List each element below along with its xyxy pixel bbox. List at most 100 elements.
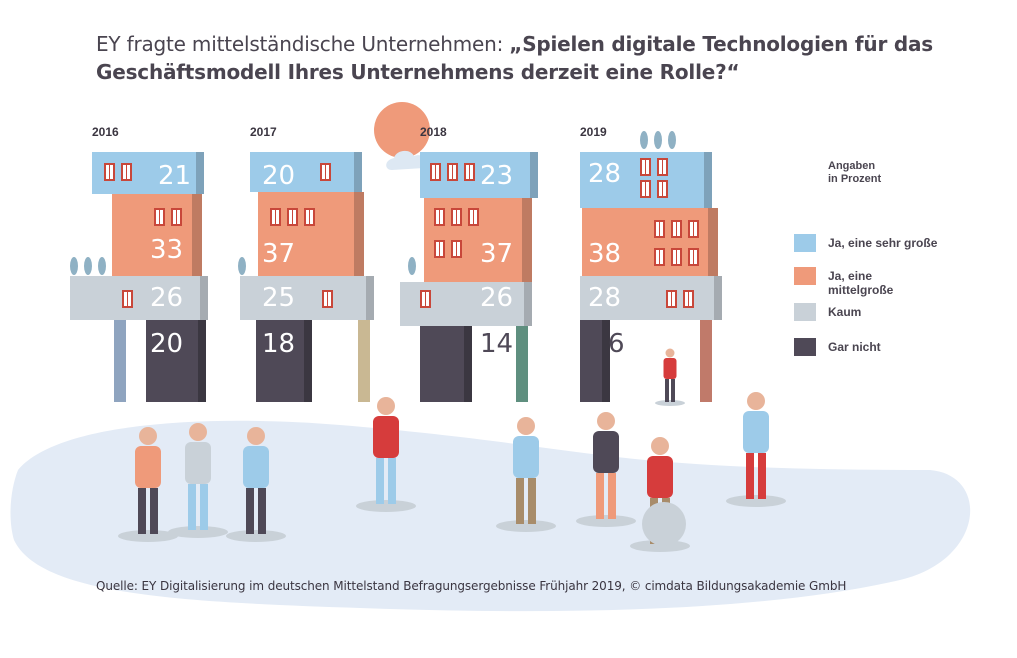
window-pane	[646, 182, 649, 196]
person-icon	[726, 392, 786, 507]
person-icon	[576, 412, 636, 527]
tree-icon	[238, 257, 246, 275]
building-2016: 2016 21 33 26 20	[70, 125, 208, 402]
leg	[150, 488, 158, 534]
window-icon	[270, 208, 281, 226]
window-icon	[657, 158, 668, 176]
window-pane	[659, 182, 662, 196]
window-icon	[447, 163, 458, 181]
window-pane	[470, 210, 473, 224]
window-icon	[688, 248, 699, 266]
window-pane	[694, 222, 697, 236]
window-pane	[324, 292, 327, 306]
building-2019: 2019 28 38 28 6	[580, 125, 722, 402]
person-icon	[226, 427, 286, 542]
leg	[258, 488, 266, 534]
window-pane	[659, 160, 662, 174]
head	[247, 427, 265, 445]
shadow	[226, 530, 286, 542]
shadow	[496, 520, 556, 532]
leg	[246, 488, 254, 534]
tree-icon	[84, 257, 92, 275]
window-pane	[422, 292, 425, 306]
bar-side	[354, 152, 362, 192]
head	[651, 437, 669, 455]
value-label-sehr_gross: 20	[262, 161, 295, 191]
year-label: 2019	[580, 125, 607, 139]
torso	[373, 416, 399, 458]
window-pane	[272, 210, 275, 224]
window-pane	[457, 210, 460, 224]
window-icon	[320, 163, 331, 181]
window-icon	[304, 208, 315, 226]
window-pane	[663, 160, 666, 174]
window-pane	[293, 210, 296, 224]
window-pane	[177, 210, 180, 224]
window-icon	[654, 248, 665, 266]
tree-icon	[640, 131, 648, 149]
cloud-icon	[386, 150, 427, 170]
legend-swatch	[794, 303, 816, 321]
leg	[200, 484, 208, 530]
window-pane	[668, 292, 671, 306]
head	[517, 417, 535, 435]
tree-icon	[408, 257, 416, 275]
window-icon	[451, 208, 462, 226]
head	[189, 423, 207, 441]
window-icon	[434, 208, 445, 226]
bar-gar-nicht	[580, 320, 602, 402]
window-icon	[154, 208, 165, 226]
window-pane	[660, 250, 663, 264]
window-pane	[470, 165, 473, 179]
value-label-kaum: 25	[262, 283, 295, 313]
legend-label: Ja, eine sehr große	[828, 236, 938, 250]
window-pane	[453, 165, 456, 179]
window-pane	[440, 242, 443, 256]
window-pane	[474, 210, 477, 224]
window-icon	[640, 158, 651, 176]
window-pane	[426, 292, 429, 306]
head	[665, 348, 675, 358]
bar-gar-nicht	[146, 320, 198, 402]
bar-side	[524, 282, 532, 326]
window-pane	[432, 165, 435, 179]
shadow	[356, 500, 416, 512]
head	[747, 392, 765, 410]
window-pane	[690, 222, 693, 236]
window-icon	[666, 290, 677, 308]
window-pane	[677, 250, 680, 264]
bar-kaum	[240, 276, 366, 320]
torso	[663, 358, 677, 379]
leg	[746, 453, 754, 499]
window-pane	[646, 160, 649, 174]
bar-side	[366, 276, 374, 320]
window-pane	[310, 210, 313, 224]
window-pane	[436, 165, 439, 179]
window-pane	[466, 165, 469, 179]
window-pane	[656, 222, 659, 236]
window-icon	[464, 163, 475, 181]
bar-side	[304, 320, 312, 402]
window-pane	[173, 210, 176, 224]
window-pane	[672, 292, 675, 306]
window-pane	[673, 250, 676, 264]
value-label-mittel: 38	[588, 239, 621, 269]
shadow	[118, 530, 178, 542]
person-icon	[496, 417, 556, 532]
leg	[758, 453, 766, 499]
window-icon	[430, 163, 441, 181]
window-icon	[434, 240, 445, 258]
value-label-gar_nicht: 6	[608, 329, 625, 359]
person-icon	[655, 348, 685, 406]
legend-swatch	[794, 338, 816, 356]
chart-title: EY fragte mittelständische Unternehmen: …	[96, 30, 956, 86]
legend-label: Ja, eine mittelgroße	[828, 269, 894, 297]
window-pane	[449, 165, 452, 179]
window-icon	[121, 163, 132, 181]
support-pillar	[516, 326, 528, 402]
exercise-ball-icon	[642, 502, 686, 546]
window-pane	[306, 210, 309, 224]
window-pane	[326, 165, 329, 179]
title-prefix: EY fragte mittelständische Unternehmen:	[96, 32, 510, 56]
bar-gar-nicht	[420, 326, 464, 402]
